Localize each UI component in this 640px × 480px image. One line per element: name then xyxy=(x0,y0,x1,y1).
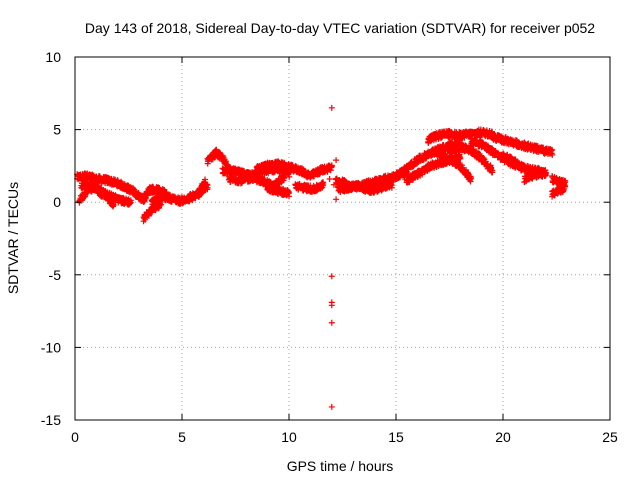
data-point-isolated xyxy=(326,175,333,182)
data-point xyxy=(202,179,209,186)
y-axis-label: SDTVAR / TECUs xyxy=(5,182,21,294)
y-tick-label: -15 xyxy=(41,412,61,428)
x-tick-label: 10 xyxy=(281,429,297,445)
axis-ticks xyxy=(74,56,611,421)
grid-lines xyxy=(75,57,610,420)
data-point xyxy=(132,188,139,195)
y-tick-label: -10 xyxy=(41,339,61,355)
x-axis-label: GPS time / hours xyxy=(287,458,394,474)
x-tick-label: 0 xyxy=(71,429,79,445)
x-tick-label: 5 xyxy=(178,429,186,445)
data-point-isolated xyxy=(328,302,335,309)
plot-frame xyxy=(74,56,611,421)
data-point xyxy=(328,163,335,170)
data-point-isolated xyxy=(328,273,335,280)
chart-title: Day 143 of 2018, Sidereal Day-to-day VTE… xyxy=(85,20,595,36)
data-point xyxy=(157,201,164,208)
x-tick-label: 20 xyxy=(495,429,511,445)
data-point-isolated xyxy=(328,104,335,111)
y-tick-label: -5 xyxy=(49,267,62,283)
x-tick-label: 15 xyxy=(388,429,404,445)
data-point-isolated xyxy=(328,319,335,326)
data-point xyxy=(110,202,117,209)
data-point xyxy=(127,199,134,206)
y-tick-label: 10 xyxy=(45,49,61,65)
data-point-isolated xyxy=(328,403,335,410)
data-points xyxy=(74,104,569,410)
data-point-isolated xyxy=(333,196,340,203)
y-tick-label: 0 xyxy=(53,194,61,210)
x-tick-label: 25 xyxy=(602,429,618,445)
data-point-isolated xyxy=(333,157,340,164)
data-point xyxy=(286,173,293,180)
y-tick-label: 5 xyxy=(53,122,61,138)
